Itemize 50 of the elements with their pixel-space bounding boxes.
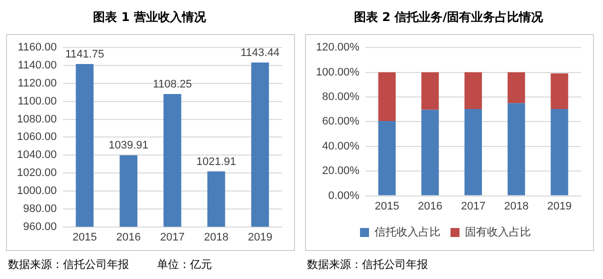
bar <box>508 72 526 104</box>
y-tick-label: 1120.00 <box>18 77 57 90</box>
data-label: 1039.91 <box>108 140 148 152</box>
bar <box>464 108 482 196</box>
x-tick-label: 2019 <box>547 200 572 212</box>
x-tick-label: 2018 <box>204 231 228 244</box>
y-tick-label: 60.00% <box>322 116 360 128</box>
x-tick-label: 2016 <box>418 200 442 212</box>
y-tick-label: 40.00% <box>322 140 360 152</box>
source-note: 数据来源：信托公司年报 <box>8 257 129 272</box>
data-label: 1108.25 <box>152 78 192 90</box>
data-label: 1143.44 <box>240 46 280 59</box>
y-tick-label: 1040.00 <box>16 149 57 162</box>
y-tick-label: 1060.00 <box>16 131 57 144</box>
bar <box>421 110 439 196</box>
bar <box>550 108 568 196</box>
legend-label: 信托收入占比 <box>374 226 440 239</box>
y-tick-label: 20.00% <box>322 165 360 178</box>
source-note: 数据来源：信托公司年报 <box>307 257 428 272</box>
x-tick-label: 2018 <box>504 200 529 212</box>
y-tick-label: 1080.00 <box>16 113 57 126</box>
y-tick-label: 1020.00 <box>16 167 57 180</box>
x-tick-label: 2015 <box>374 200 400 212</box>
y-tick-label: 1100.00 <box>18 95 57 108</box>
bar <box>378 72 396 121</box>
y-tick-label: 1140.00 <box>18 60 57 72</box>
chart-title: 图表 1 营业收入情况 <box>92 9 207 26</box>
y-tick-label: 100.00% <box>316 66 360 78</box>
y-tick-label: 80.00% <box>322 91 360 104</box>
x-tick-label: 2016 <box>116 231 141 244</box>
x-tick-label: 2019 <box>248 231 272 244</box>
bar <box>550 73 568 109</box>
bar <box>421 72 439 110</box>
data-label: 1021.91 <box>196 156 236 168</box>
y-tick-label: 980.00 <box>23 202 57 215</box>
bar <box>508 103 526 196</box>
y-tick-label: 1160.00 <box>18 42 57 54</box>
legend-label: 固有收入占比 <box>465 226 531 239</box>
data-label: 1141.75 <box>65 48 104 60</box>
x-tick-label: 2015 <box>72 231 97 244</box>
y-tick-label: 1000.00 <box>16 184 57 197</box>
x-tick-label: 2017 <box>160 231 185 244</box>
y-tick-label: 0.00% <box>328 190 360 202</box>
y-tick-label: 960.00 <box>23 220 57 233</box>
text: 单位：亿元 <box>157 257 212 272</box>
bar <box>464 72 482 109</box>
bar <box>378 120 396 196</box>
chart-title: 图表 2 信托业务/固有业务占比情况 <box>352 9 544 26</box>
y-tick-label: 120.00% <box>316 42 360 54</box>
x-tick-label: 2017 <box>460 200 486 212</box>
